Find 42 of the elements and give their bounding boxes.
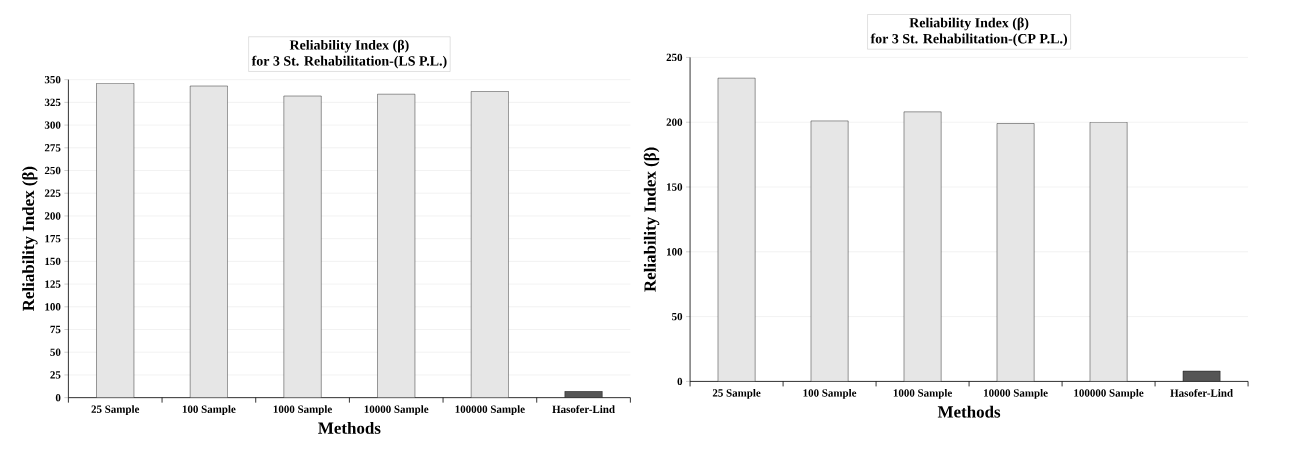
- x-tick-label: Hasofer-Lind: [1170, 388, 1233, 397]
- chart-title: Reliability Index (β): [909, 17, 1029, 31]
- y-tick-label: 100: [45, 303, 61, 311]
- y-tick-label: 50: [672, 312, 683, 321]
- y-tick-label: 175: [45, 234, 61, 243]
- y-tick-label: 125: [45, 280, 61, 288]
- y-tick-label: 25: [50, 371, 61, 379]
- y-tick-label: 250: [44, 166, 61, 175]
- y-tick-label: 325: [44, 98, 61, 107]
- y-tick-label: 50: [50, 348, 61, 356]
- x-tick-label: 25 Sample: [712, 388, 761, 399]
- y-tick-label: 150: [666, 183, 683, 191]
- x-tick-label: 25 Sample: [91, 405, 140, 416]
- x-tick-label: 1000 Sample: [893, 388, 952, 399]
- y-tick-label: 0: [55, 393, 61, 402]
- y-tick-label: 225: [44, 189, 61, 197]
- y-tick-label: 300: [44, 121, 61, 129]
- y-tick-label: 275: [44, 144, 61, 152]
- chart-subtitle: for 3 St. Rehabilitation-(CP P.L.): [870, 33, 1068, 47]
- x-tick-label: 1000 Sample: [273, 405, 332, 416]
- x-tick-label: 100000 Sample: [1074, 388, 1144, 399]
- y-tick-label: 200: [44, 212, 61, 220]
- y-tick-label: 200: [666, 118, 683, 126]
- y-axis-title: Reliability Index (β): [643, 147, 660, 292]
- y-tick-label: 350: [44, 75, 61, 84]
- bar: [564, 391, 603, 398]
- y-axis-title: Reliability Index (β): [22, 166, 38, 312]
- y-tick-label: 150: [45, 257, 61, 266]
- x-tick-label: 100000 Sample: [455, 405, 525, 416]
- x-tick-label: Hasofer-Lind: [552, 405, 615, 413]
- x-axis-title: Methods: [318, 421, 381, 434]
- y-tick-label: 75: [50, 325, 61, 334]
- y-tick-label: 250: [666, 53, 683, 62]
- x-axis-title: Methods: [937, 405, 1001, 418]
- y-tick-label: 0: [677, 377, 683, 386]
- y-tick-label: 100: [666, 248, 683, 256]
- x-tick-label: 10000 Sample: [364, 405, 429, 416]
- x-tick-label: 100 Sample: [182, 405, 236, 416]
- x-tick-label: 10000 Sample: [984, 388, 1048, 399]
- x-tick-label: 100 Sample: [803, 388, 857, 399]
- chart-subtitle: for 3 St. Rehabilitation-(LS P.L.): [251, 55, 447, 69]
- chart-title: Reliability Index (β): [289, 39, 409, 53]
